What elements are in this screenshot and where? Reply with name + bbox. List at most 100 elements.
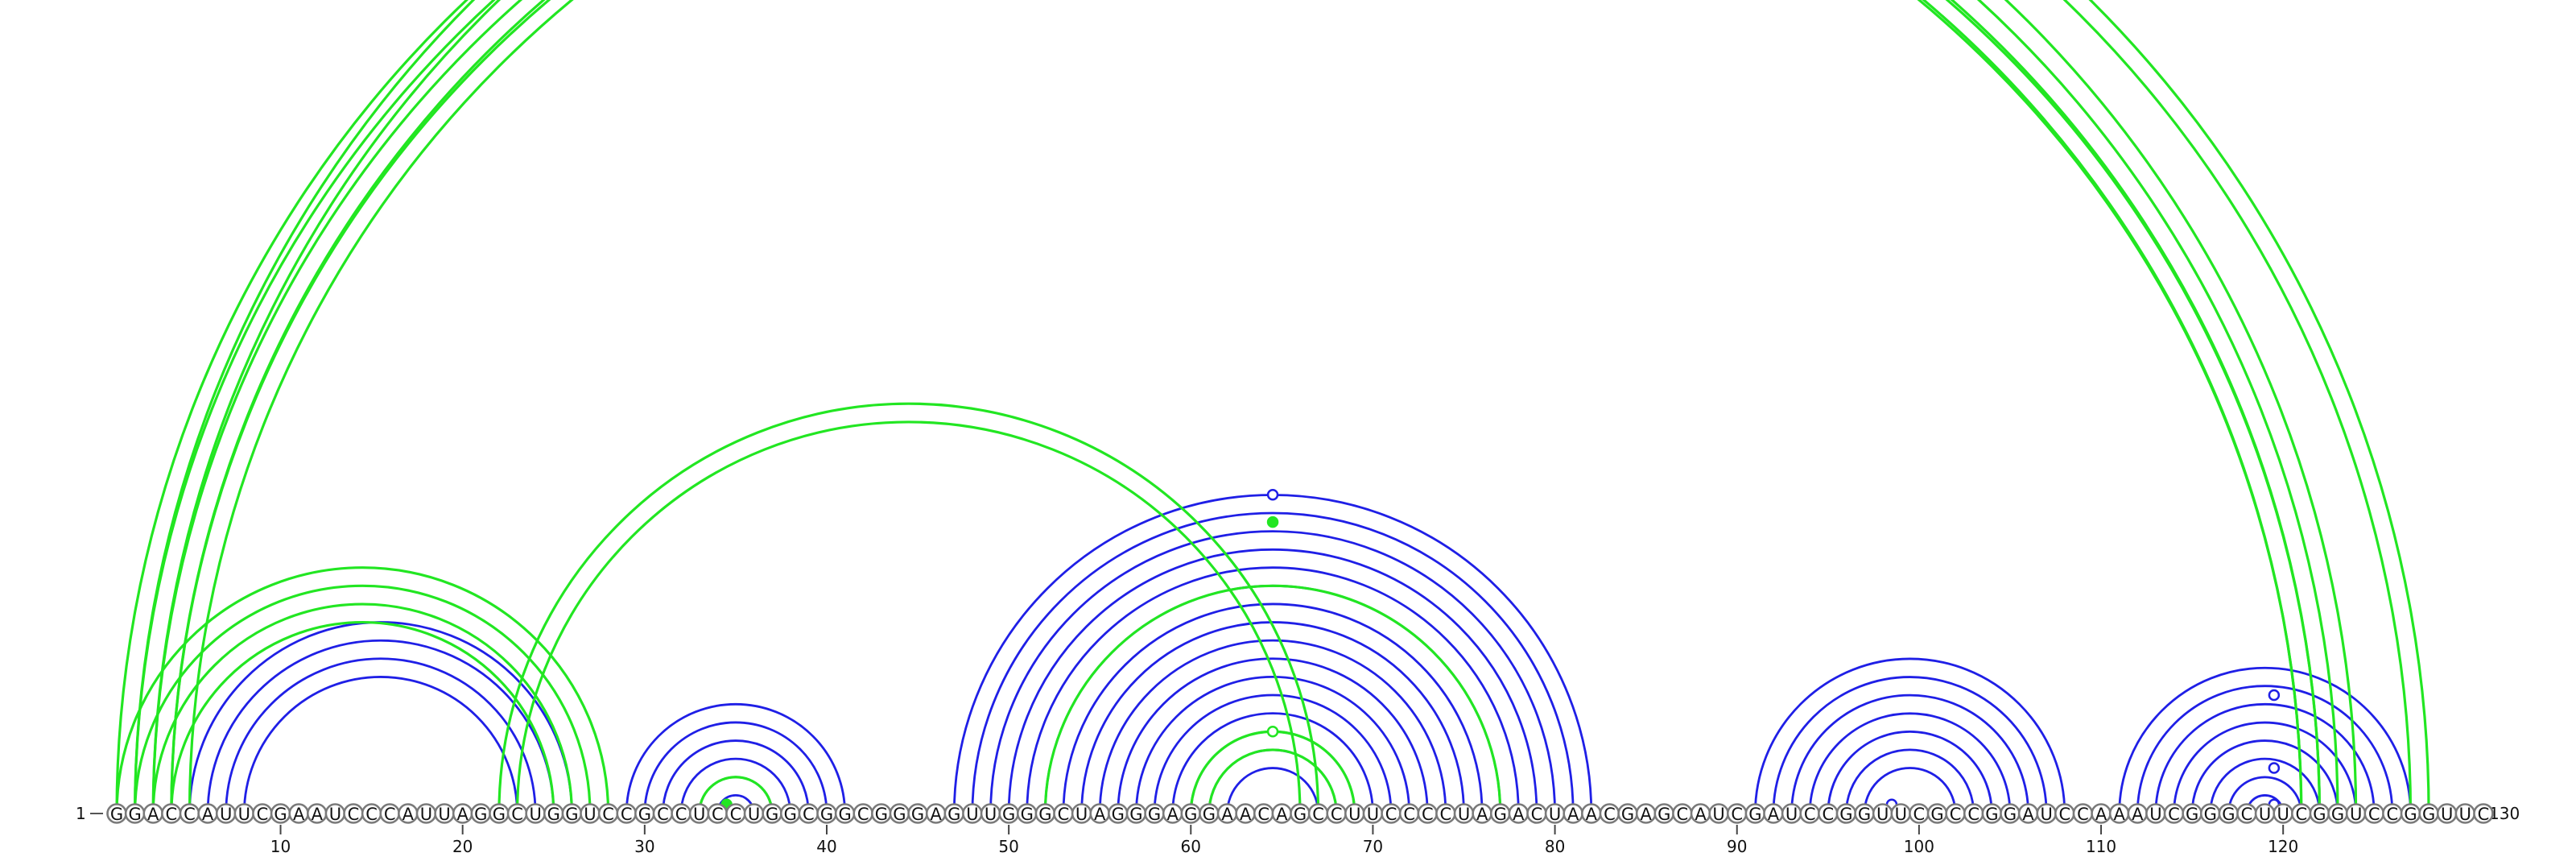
nucleotide: U: [743, 803, 765, 824]
nucleotide: A: [1635, 803, 1657, 824]
nucleotide: G: [561, 803, 583, 824]
nucleotide: U: [1872, 803, 1893, 824]
nucleotide-letter: G: [2313, 805, 2326, 824]
blue-arc-2-10: [1135, 675, 1411, 814]
nucleotide: G: [1108, 803, 1129, 824]
blue-arc-4-4: [2190, 739, 2339, 814]
nucleotide: G: [1653, 803, 1675, 824]
nucleotide: C: [343, 803, 364, 824]
nucleotide-letter: C: [1604, 805, 1616, 824]
nucleotide: C: [852, 803, 874, 824]
nucleotide-letter: A: [2113, 805, 2125, 824]
nucleotide-letter: C: [348, 805, 360, 824]
nucleotide-letter: U: [2259, 805, 2271, 824]
nucleotide: C: [379, 803, 401, 824]
nucleotide: G: [489, 803, 510, 824]
nucleotide-letter: A: [1166, 805, 1179, 824]
nucleotide: C: [707, 803, 729, 824]
nucleotide: C: [1818, 803, 1839, 824]
blue-arc-2-12: [1171, 712, 1374, 814]
nucleotide-letter: C: [166, 805, 178, 824]
nucleotide-circle: [2473, 803, 2494, 824]
nucleotide-letter: U: [2441, 805, 2453, 824]
green-arc-3-1: [134, 585, 592, 814]
end-label: 130: [2489, 804, 2520, 823]
nucleotide-letter: A: [1221, 805, 1233, 824]
nucleotide-letter: C: [1403, 805, 1415, 824]
nucleotide-letter: A: [1513, 805, 1525, 824]
nucleotide-letter: U: [1367, 805, 1379, 824]
nucleotide: U: [980, 803, 1001, 824]
nucleotide-letter: U: [1458, 805, 1470, 824]
nucleotide-letter: G: [875, 805, 888, 824]
nucleotide: C: [361, 803, 382, 824]
nucleotide: C: [2054, 803, 2075, 824]
nucleotide: U: [415, 803, 437, 824]
nucleotide-letter: C: [1731, 805, 1743, 824]
nucleotide: A: [1271, 803, 1293, 824]
nucleotide-letter: G: [766, 805, 778, 824]
nucleotide: G: [106, 803, 127, 824]
nucleotide-letter: G: [565, 805, 578, 824]
nucleotide: U: [1781, 803, 1802, 824]
nucleotide-letter: C: [621, 805, 633, 824]
nucleotide: A: [288, 803, 309, 824]
nucleotide-letter: U: [2350, 805, 2362, 824]
nucleotide-letter: G: [2404, 805, 2417, 824]
nucleotide: U: [688, 803, 710, 824]
nucleotide: G: [816, 803, 837, 824]
nucleotide-letter: C: [257, 805, 269, 824]
nucleotide: C: [2363, 803, 2385, 824]
nucleotide-letter: U: [2149, 805, 2161, 824]
nucleotide: A: [925, 803, 947, 824]
nucleotide: G: [1489, 803, 1511, 824]
tick-label-100: 100: [1904, 837, 1934, 856]
blue-arc-3-0: [1753, 658, 2066, 814]
nucleotide: U: [1344, 803, 1365, 824]
nucleotide-letter: G: [820, 805, 833, 824]
nucleotide-letter: U: [693, 805, 705, 824]
nucleotide-letter: G: [2422, 805, 2435, 824]
nucleotide: C: [1799, 803, 1820, 824]
nucleotide-letter: A: [1586, 805, 1598, 824]
nucleotide: C: [1945, 803, 1966, 824]
blue-arc-3-5: [1845, 749, 1975, 814]
green-arc-0-2: [151, 0, 2322, 814]
blue-arc-0-2: [225, 657, 537, 814]
nucleotide-letter: A: [1567, 805, 1579, 824]
nucleotide: G: [1180, 803, 1202, 824]
green-arc-4-1: [518, 422, 1300, 814]
nucleotide: C: [1326, 803, 1348, 824]
nucleotide: A: [2017, 803, 2039, 824]
arc-marker-3: [1266, 725, 1279, 738]
nucleotide-letter: U: [985, 805, 997, 824]
nucleotide: A: [1508, 803, 1530, 824]
blue-arc-3-2: [1790, 694, 2029, 814]
blue-arc-2-8: [1098, 639, 1447, 814]
nucleotide: U: [2145, 803, 2166, 824]
nucleotide: G: [124, 803, 146, 824]
nucleotide-letter: U: [2277, 805, 2289, 824]
nucleotide: C: [1253, 803, 1274, 824]
nucleotide-letter: A: [1476, 805, 1488, 824]
nucleotide: G: [2327, 803, 2348, 824]
nucleotide-letter: C: [2058, 805, 2070, 824]
nucleotide: C: [597, 803, 619, 824]
blue-arc-2-5: [1043, 584, 1502, 814]
nucleotide-letter: G: [1021, 805, 1034, 824]
blue-arcs: [188, 495, 2412, 814]
nucleotide-letter: C: [675, 805, 687, 824]
tick-label-60: 60: [1181, 837, 1201, 856]
nucleotide-letter: G: [2222, 805, 2235, 824]
nucleotide: A: [1581, 803, 1602, 824]
nucleotide-letter: C: [602, 805, 614, 824]
nucleotide-letter: C: [1677, 805, 1689, 824]
nucleotide: G: [470, 803, 492, 824]
nucleotide: G: [1034, 803, 1056, 824]
nucleotide: C: [652, 803, 674, 824]
nucleotide: A: [1563, 803, 1583, 824]
nucleotide: U: [324, 803, 346, 824]
tick-label-30: 30: [634, 837, 654, 856]
nucleotide: C: [1599, 803, 1620, 824]
blue-arc-1-1: [643, 722, 828, 814]
